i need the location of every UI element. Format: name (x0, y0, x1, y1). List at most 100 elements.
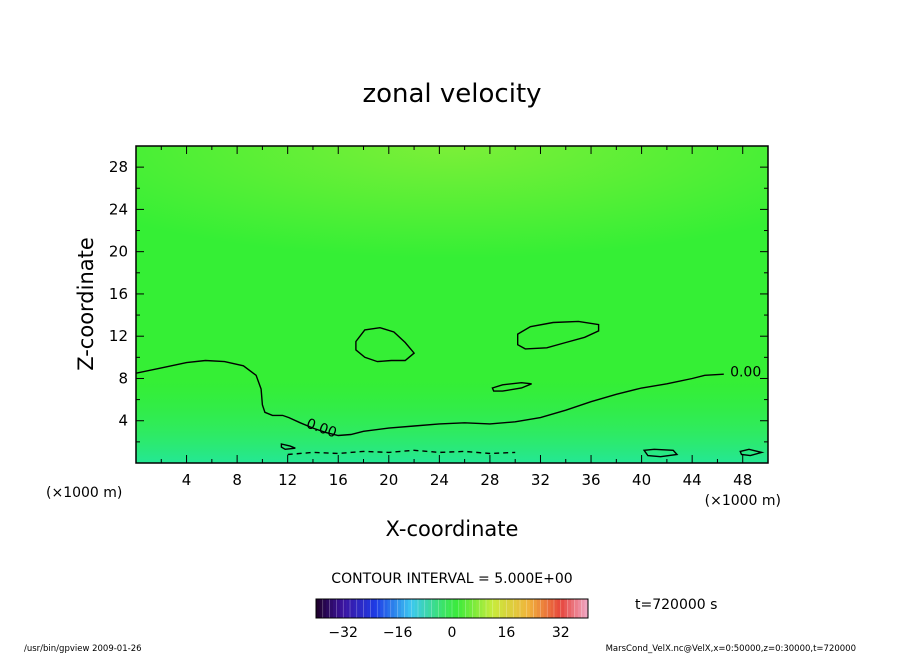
colorbar-tick-label: 16 (497, 625, 515, 641)
contour-label: 0.00 (730, 364, 761, 380)
colorbar-frame (315, 598, 589, 619)
colorbar-cell (584, 599, 589, 618)
colorbar-cell (350, 599, 354, 618)
contour-line (642, 448, 679, 458)
x-tick-label: 20 (379, 471, 398, 489)
colorbar-cell (489, 599, 494, 618)
x-tick-labels: 4 8 12 16 20 24 28 32 36 40 44 48 (182, 471, 752, 489)
colorbar-cell (479, 599, 483, 618)
colorbar-cell (322, 599, 327, 618)
colorbar-cell (513, 599, 517, 618)
colorbar-cell (404, 599, 409, 618)
y-tick-label: 20 (109, 243, 128, 261)
colorbar-cell (418, 599, 422, 618)
colorbar-tick-label: −32 (328, 625, 358, 641)
colorbar-cell (571, 599, 575, 618)
colorbar-cell (421, 599, 426, 618)
x-unit-left: (×1000 m) (46, 485, 122, 501)
colorbar-cell (448, 599, 453, 618)
colorbar-cell (475, 599, 480, 618)
colorbar-cell (435, 599, 439, 618)
x-tick-label: 12 (278, 471, 297, 489)
colorbar-cell (411, 599, 415, 618)
colorbar-cell (373, 599, 378, 618)
colorbar-tick-labels: −32 −16 0 16 32 (328, 625, 569, 641)
footer-left: /usr/bin/gpview 2009-01-26 (24, 644, 142, 654)
x-axis-label: X-coordinate (386, 517, 519, 541)
colorbar-cell (496, 599, 500, 618)
contour-line (739, 448, 765, 457)
colorbar-cell (465, 599, 470, 618)
colorbar-cell (540, 599, 545, 618)
colorbar-cell (492, 599, 497, 618)
colorbar-cell (343, 599, 347, 618)
velocity-field (136, 146, 768, 463)
colorbar-cell (516, 599, 521, 618)
colorbar-cell (530, 599, 534, 618)
colorbar-cell (486, 599, 490, 618)
contour-line (280, 443, 296, 451)
colorbar-cell (316, 599, 320, 618)
colorbar-cell (462, 599, 466, 618)
colorbar-cell (452, 599, 456, 618)
axis-ticks (136, 146, 768, 463)
colorbar-cell (407, 599, 412, 618)
contour-line (491, 381, 532, 392)
y-tick-label: 8 (118, 369, 128, 387)
colorbar-cell (560, 599, 565, 618)
contour-lines (136, 320, 765, 458)
x-tick-label: 16 (329, 471, 348, 489)
colorbar-cell (577, 599, 582, 618)
colorbar-cell (499, 599, 504, 618)
colorbar-cell (336, 599, 341, 618)
footer-right: MarsCond_VelX.nc@VelX,x=0:50000,z=0:3000… (606, 644, 856, 654)
chart-title: zonal velocity (362, 79, 541, 109)
y-tick-label: 4 (118, 412, 128, 430)
x-tick-label: 48 (733, 471, 752, 489)
colorbar-tick-label: 32 (552, 625, 570, 641)
colorbar-cell (319, 599, 324, 618)
colorbar-cell (401, 599, 405, 618)
colorbar-cell (543, 599, 548, 618)
y-tick-label: 28 (109, 158, 128, 176)
contour-line (355, 326, 416, 363)
x-tick-label: 32 (531, 471, 550, 489)
time-label: t=720000 s (635, 597, 717, 613)
contour-line (287, 449, 516, 456)
colorbar-cell (506, 599, 511, 618)
colorbar-cell (441, 599, 446, 618)
colorbar-cell (384, 599, 388, 618)
colorbar-cell (390, 599, 395, 618)
y-tick-label: 16 (109, 285, 128, 303)
colorbar-cell (567, 599, 572, 618)
colorbar-cell (363, 599, 368, 618)
colorbar-cell (520, 599, 524, 618)
colorbar-cell (353, 599, 358, 618)
colorbar-cell (333, 599, 337, 618)
colorbar-cell (424, 599, 429, 618)
colorbar-cell (547, 599, 551, 618)
colorbar-cell (414, 599, 419, 618)
plot-frame (135, 145, 769, 464)
colorbar-cell (554, 599, 558, 618)
colorbar-cell (326, 599, 330, 618)
x-tick-label: 24 (430, 471, 449, 489)
colorbar-cell (550, 599, 555, 618)
colorbar-cell (367, 599, 371, 618)
colorbar-cell (482, 599, 487, 618)
colorbar-cell (581, 599, 585, 618)
colorbar-cell (377, 599, 381, 618)
colorbar-cell (458, 599, 463, 618)
x-tick-label: 4 (182, 471, 192, 489)
y-axis-label: Z-coordinate (74, 237, 98, 371)
colorbar-cell (394, 599, 398, 618)
y-tick-labels: 4 8 12 16 20 24 28 (109, 158, 128, 430)
colorbar-cell (455, 599, 460, 618)
x-unit-right: (×1000 m) (705, 493, 781, 509)
contour-interval: CONTOUR INTERVAL = 5.000E+00 (331, 571, 572, 587)
colorbar-cell (387, 599, 392, 618)
y-tick-label: 24 (109, 200, 128, 218)
colorbar-cell (329, 599, 334, 618)
colorbar-cell (533, 599, 538, 618)
